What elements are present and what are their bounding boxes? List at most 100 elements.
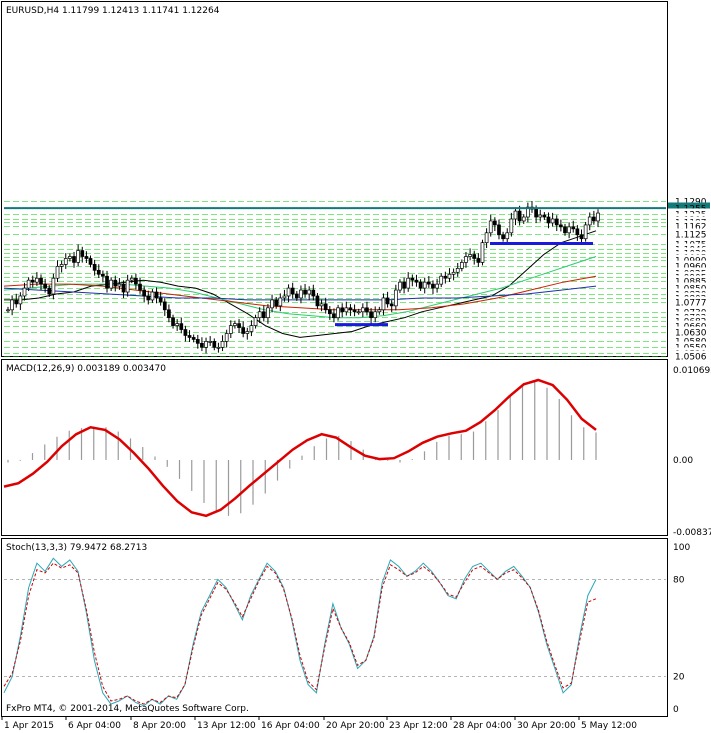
candle-body [47,287,52,295]
candle-body [517,210,522,222]
price-axis: 1.12901.12551.12251.12001.11871.11621.11… [668,195,710,363]
macd-plot: 0.010692 0.00 -0.008378 [3,366,711,538]
candle-body [513,210,518,220]
candle-body [26,279,31,289]
candle-body [567,226,571,234]
price-tick-label: 1.1162 [675,223,707,233]
price-tick-label: 1.0630 [675,329,707,339]
candle-body [509,218,514,234]
candle-body [592,216,596,222]
candle-body [84,256,89,259]
candle-body [426,281,431,285]
price-label-bg [668,320,710,332]
candle-body [571,226,576,230]
candle-body [587,216,592,226]
candles [6,201,600,354]
candle-body [373,311,378,319]
candle-body [583,224,588,240]
stoch-signal-line [3,562,597,705]
candle-body [398,281,402,291]
candle-body [579,234,584,240]
moving-average-line [3,285,597,301]
support-lines [4,207,666,327]
candle-body [30,279,35,283]
candle-body [455,267,460,273]
price-label-bg [668,220,710,232]
candle-body [224,333,229,342]
candle-body [323,303,328,311]
candle-body [138,283,142,291]
candle-body [249,325,254,332]
moving-average-line [4,230,597,338]
candle-body [360,307,365,313]
candle-body [554,218,559,226]
price-label-bg [668,350,710,362]
macd-pane-frame [1,359,668,536]
candle-body [468,254,472,257]
candle-body [76,250,80,263]
candle-body [365,307,369,313]
stoch-pane-frame [1,538,668,717]
candle-body [200,343,204,348]
candle-body [278,297,283,307]
moving-average-line [3,256,597,319]
candle-body [307,289,312,295]
candle-body [245,331,250,334]
candle-body [336,307,340,319]
candle-body [55,266,60,279]
price-label-bg [668,228,710,240]
time-tick-label: 23 Apr 12:00 [389,721,448,731]
candle-body [327,309,332,315]
candle-body [282,295,287,299]
candle-body [129,277,134,281]
candle-body [142,289,147,297]
candle-body [14,299,19,305]
candle-body [253,317,258,326]
price-label-bg [668,195,710,207]
time-tick-label: 1 Apr 2015 [4,721,54,731]
candle-body [220,341,225,348]
candle-body [10,299,14,311]
candle-body [356,311,361,314]
candle-body [233,323,237,326]
candle-body [125,279,130,293]
price-label-bg [668,341,710,353]
price-label-bg [668,282,710,294]
candle-body [266,307,270,319]
candle-body [51,277,56,295]
candle-body [286,287,291,297]
candle-body [497,224,501,236]
price-label-highlight-bg [668,202,710,214]
candle-body [183,329,188,336]
candle-body [459,262,464,269]
candle-body [261,311,266,319]
price-label-bg [668,326,710,338]
candle-body [501,234,505,240]
candle-body [563,226,567,234]
candle-body [257,311,262,319]
candle-body [208,341,213,343]
candle-body [68,256,72,259]
candle-body [311,289,316,297]
macd-signal-line [3,378,597,518]
candle-body [39,277,43,285]
price-title: EURUSD,H4 1.11799 1.12413 1.11741 1.1226… [6,6,220,16]
candle-body [80,250,85,257]
candle-body [464,256,468,263]
candle-body [476,258,481,263]
candle-body [109,279,113,289]
price-tick-label: 1.0506 [675,353,707,363]
candle-body [410,277,415,281]
price-grid [4,201,666,357]
time-tick-label: 8 Apr 20:00 [133,721,186,731]
stoch-main-line [3,557,597,707]
candle-body [113,279,118,287]
candle-body [96,269,101,275]
time-tick-label: 13 Apr 12:00 [197,721,256,731]
price-label-bg [668,260,710,272]
candle-body [443,275,448,279]
candle-body [472,254,477,259]
moving-average-line [3,275,597,311]
candle-body [241,327,246,334]
price-label-bg [668,335,710,347]
